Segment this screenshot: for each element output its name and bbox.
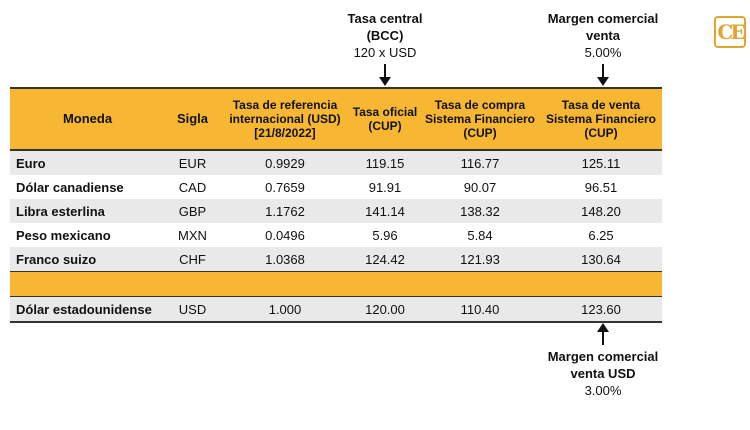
tasa-central-annotation: Tasa central (BCC) 120 x USD bbox=[330, 10, 440, 61]
logo-icon: CE bbox=[714, 16, 746, 48]
cell-oficial: 124.42 bbox=[350, 247, 420, 272]
cell-referencia: 0.7659 bbox=[220, 175, 350, 199]
margen-venta-usd-subtitle: venta USD bbox=[570, 366, 636, 381]
margen-venta-annotation: Margen comercial venta 5.00% bbox=[528, 10, 678, 61]
cell-oficial: 120.00 bbox=[350, 296, 420, 323]
cell-sigla: MXN bbox=[165, 223, 220, 247]
margen-venta-arrow-icon bbox=[597, 64, 609, 86]
cell-venta: 123.60 bbox=[540, 296, 662, 323]
margen-venta-usd-annotation: Margen comercial venta USD 3.00% bbox=[528, 348, 678, 399]
header-venta: Tasa de venta Sistema Financiero (CUP) bbox=[540, 87, 662, 151]
table-row: Euro EUR 0.9929 119.15 116.77 125.11 bbox=[10, 150, 662, 175]
cell-sigla: CHF bbox=[165, 247, 220, 272]
cell-referencia: 1.000 bbox=[220, 296, 350, 323]
separator-cell bbox=[10, 271, 662, 297]
table-row: Libra esterlina GBP 1.1762 141.14 138.32… bbox=[10, 199, 662, 223]
margen-venta-usd-arrow-icon bbox=[597, 323, 609, 345]
cell-venta: 125.11 bbox=[540, 150, 662, 175]
cell-sigla: USD bbox=[165, 296, 220, 323]
table-header-row: Moneda Sigla Tasa de referencia internac… bbox=[10, 87, 662, 151]
tasa-central-value: 120 x USD bbox=[353, 45, 417, 60]
cell-moneda: Dólar canadiense bbox=[10, 175, 165, 199]
cell-oficial: 91.91 bbox=[350, 175, 420, 199]
cell-compra: 138.32 bbox=[420, 199, 540, 223]
cell-compra: 5.84 bbox=[420, 223, 540, 247]
margen-venta-title: Margen comercial bbox=[547, 11, 659, 26]
tasa-central-subtitle: (BCC) bbox=[366, 28, 404, 43]
cell-oficial: 141.14 bbox=[350, 199, 420, 223]
exchange-rate-table: Moneda Sigla Tasa de referencia internac… bbox=[10, 87, 662, 323]
cell-compra: 110.40 bbox=[420, 296, 540, 323]
header-sigla: Sigla bbox=[165, 87, 220, 151]
table-separator-row bbox=[10, 271, 662, 297]
cell-moneda: Peso mexicano bbox=[10, 223, 165, 247]
header-compra: Tasa de compra Sistema Financiero (CUP) bbox=[420, 87, 540, 151]
cell-oficial: 119.15 bbox=[350, 150, 420, 175]
cell-moneda: Franco suizo bbox=[10, 247, 165, 272]
cell-referencia: 1.1762 bbox=[220, 199, 350, 223]
header-oficial: Tasa oficial (CUP) bbox=[350, 87, 420, 151]
cell-moneda: Libra esterlina bbox=[10, 199, 165, 223]
cell-referencia: 1.0368 bbox=[220, 247, 350, 272]
cell-oficial: 5.96 bbox=[350, 223, 420, 247]
cell-compra: 121.93 bbox=[420, 247, 540, 272]
cell-venta: 96.51 bbox=[540, 175, 662, 199]
cell-moneda: Dólar estadounidense bbox=[10, 296, 165, 323]
tasa-central-arrow-icon bbox=[379, 64, 391, 86]
cell-referencia: 0.0496 bbox=[220, 223, 350, 247]
header-referencia: Tasa de referencia internacional (USD) [… bbox=[220, 87, 350, 151]
cell-sigla: GBP bbox=[165, 199, 220, 223]
margen-venta-usd-value: 3.00% bbox=[584, 383, 622, 398]
cell-moneda: Euro bbox=[10, 150, 165, 175]
cell-compra: 90.07 bbox=[420, 175, 540, 199]
table-row: Peso mexicano MXN 0.0496 5.96 5.84 6.25 bbox=[10, 223, 662, 247]
table-row: Dólar canadiense CAD 0.7659 91.91 90.07 … bbox=[10, 175, 662, 199]
cell-sigla: EUR bbox=[165, 150, 220, 175]
cell-compra: 116.77 bbox=[420, 150, 540, 175]
tasa-central-title: Tasa central bbox=[347, 11, 423, 26]
margen-venta-usd-title: Margen comercial bbox=[547, 349, 659, 364]
header-moneda: Moneda bbox=[10, 87, 165, 151]
cell-referencia: 0.9929 bbox=[220, 150, 350, 175]
cell-venta: 6.25 bbox=[540, 223, 662, 247]
table-row: Franco suizo CHF 1.0368 124.42 121.93 13… bbox=[10, 247, 662, 272]
table-row-usd: Dólar estadounidense USD 1.000 120.00 11… bbox=[10, 296, 662, 323]
cell-sigla: CAD bbox=[165, 175, 220, 199]
margen-venta-value: 5.00% bbox=[584, 45, 622, 60]
cell-venta: 148.20 bbox=[540, 199, 662, 223]
cell-venta: 130.64 bbox=[540, 247, 662, 272]
margen-venta-subtitle: venta bbox=[586, 28, 620, 43]
